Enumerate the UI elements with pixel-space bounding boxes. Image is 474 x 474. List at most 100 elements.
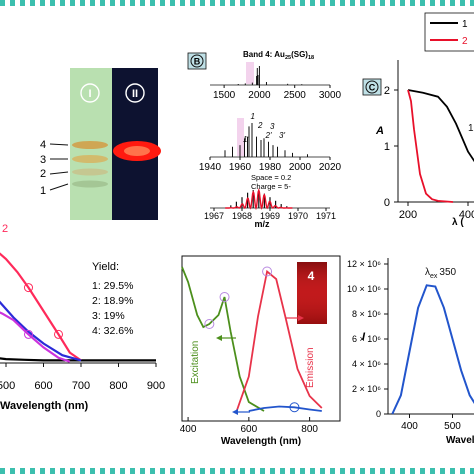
ms-mid-highlight bbox=[237, 118, 244, 156]
mass-spec-panel: B Band 4: Au25(SG)18 1500 2000 2500 3000 19… bbox=[187, 50, 342, 229]
pl-series-marker bbox=[289, 402, 300, 413]
pl-x-tick-label: 800 bbox=[301, 424, 318, 435]
int-x-label: Wavele bbox=[446, 435, 474, 446]
pl-series-excitation-line bbox=[181, 266, 265, 412]
pl-x-ticks: 400 600 800 bbox=[180, 417, 318, 435]
band-label-1: 1 bbox=[40, 185, 46, 197]
blue-arrowhead bbox=[232, 409, 238, 415]
c-x-tick-label: 200 bbox=[399, 209, 417, 221]
yield-title: Yield: bbox=[92, 261, 119, 273]
ms-mid-x-tick-label: 1980 bbox=[259, 162, 282, 173]
yield-item-3: 3: 19% bbox=[92, 310, 125, 322]
band-2-curve-label: 2 bbox=[2, 223, 8, 235]
c-legend-box bbox=[424, 12, 474, 52]
ms-mid-peak-labels: 1' 122'3 3' bbox=[243, 112, 285, 144]
int-y-tick-label: 0 bbox=[376, 409, 381, 419]
ms-mid-x-ticks: 1940 1960 1980 2000 2020 bbox=[199, 157, 342, 173]
pl-frame bbox=[181, 255, 341, 422]
gel-emission-core bbox=[124, 146, 150, 156]
ms-top-x-tick-label: 3000 bbox=[319, 90, 342, 101]
int-y-tick-label: 6 × 10⁶ bbox=[352, 334, 381, 344]
pl-x-tick-label: 400 bbox=[180, 424, 197, 435]
uv-x-tick-label: 500 bbox=[0, 380, 15, 392]
ms-top-x-tick-label: 1500 bbox=[213, 90, 236, 101]
ms-top-x-tick-label: 2500 bbox=[284, 90, 307, 101]
uv-series-4-marker bbox=[24, 329, 33, 339]
ms-spacing-annotation: Space = 0.2 bbox=[251, 173, 291, 182]
pl-series-marker bbox=[204, 319, 215, 329]
lane-2-marker bbox=[125, 83, 145, 103]
uv-x-tick-label: 800 bbox=[109, 380, 127, 392]
c-y-tick-label: 0 bbox=[384, 197, 390, 209]
gel-band-4 bbox=[72, 141, 108, 149]
ms-bottom-x-tick-label: 1970 bbox=[288, 211, 308, 221]
uv-series-1-line bbox=[0, 357, 156, 362]
ms-mid-x-tick-label: 1940 bbox=[199, 162, 222, 173]
emission-inset-glow bbox=[297, 262, 327, 324]
emission-arrowhead bbox=[298, 315, 304, 321]
panel-b-circle bbox=[190, 54, 204, 68]
gel-band-1 bbox=[72, 180, 108, 188]
int-x-tick-label: 400 bbox=[401, 421, 418, 432]
emission-inset-label: 4 bbox=[308, 269, 315, 283]
uv-vis-x-label: Wavelength (nm) bbox=[0, 400, 89, 412]
int-y-label: I bbox=[362, 331, 366, 343]
band-arrow-1 bbox=[49, 183, 69, 191]
yield-item-2: 2: 18.9% bbox=[92, 295, 133, 307]
ms-bottom-x-tick-label: 1971 bbox=[316, 211, 336, 221]
ms-mid-peak-label: 3' bbox=[279, 131, 285, 140]
c-curves bbox=[407, 89, 474, 203]
ms-x-label: m/z bbox=[254, 219, 270, 229]
uv-series-2-marker bbox=[54, 329, 63, 339]
int-y-tick-label: 4 × 10⁶ bbox=[352, 359, 381, 369]
excitation-arrowhead bbox=[216, 335, 222, 341]
ms-bottom-x-tick-label: 1967 bbox=[204, 211, 224, 221]
emission-label: Emission bbox=[305, 347, 316, 388]
pl-series-emission-line bbox=[235, 269, 323, 412]
int-curve bbox=[391, 284, 474, 415]
ms-mid-peak-label: 2' bbox=[265, 131, 272, 140]
ms-top-peaks bbox=[237, 66, 303, 85]
int-y-tick-label: 12 × 10⁶ bbox=[347, 259, 381, 269]
c-legend-label-1: 1 bbox=[462, 19, 468, 30]
int-x-tick-label: 500 bbox=[444, 421, 461, 432]
bottom-dashed-border bbox=[0, 468, 474, 474]
band-label-3: 3 bbox=[40, 154, 46, 166]
uv-x-tick-label: 700 bbox=[72, 380, 90, 392]
ms-mid-peak-label: 2 bbox=[257, 121, 263, 130]
ms-bottom-x-ticks: 1967 1968 1969 1970 1971 bbox=[204, 208, 336, 221]
ms-top-x-tick-label: 2000 bbox=[248, 90, 271, 101]
c-series-2-line bbox=[407, 89, 454, 203]
c-y-label: A bbox=[375, 125, 384, 137]
uv-vis-x-ticks: 500 600 700 800 900 bbox=[0, 363, 165, 392]
int-y-tick-label: 10 × 10⁶ bbox=[347, 284, 381, 294]
ms-mid-peak-label: 1 bbox=[251, 112, 255, 121]
top-dashed-border bbox=[0, 0, 474, 6]
uv-series-4-line bbox=[0, 311, 71, 363]
panel-b-label: B bbox=[194, 57, 201, 67]
band-label-2: 2 bbox=[40, 168, 46, 180]
lane-1-label: I bbox=[88, 88, 91, 100]
ms-isotope-envelope bbox=[225, 188, 293, 211]
uv-series-2-marker bbox=[24, 283, 33, 293]
lane-1-marker bbox=[80, 83, 100, 103]
uv-x-tick-label: 600 bbox=[34, 380, 52, 392]
pl-x-label: Wavelength (nm) bbox=[221, 436, 301, 447]
pl-series-marker bbox=[219, 292, 230, 302]
band-label-4: 4 bbox=[40, 139, 46, 151]
panel-c-label: C bbox=[369, 83, 376, 93]
c-series-1-line bbox=[407, 89, 474, 163]
ms-top-x-ticks: 1500 2000 2500 3000 bbox=[213, 85, 342, 101]
ms-mid-x-tick-label: 2000 bbox=[289, 162, 312, 173]
int-y-tick-label: 8 × 10⁶ bbox=[352, 309, 381, 319]
gel-panel: I II 4 3 2 1 bbox=[40, 68, 161, 220]
gel-band-2 bbox=[72, 168, 108, 176]
lambda-ex-label: λex 350 bbox=[425, 267, 457, 280]
ms-mid-peak-label: 1' bbox=[243, 135, 249, 144]
excitation-label: Excitation bbox=[190, 341, 201, 384]
ms-bottom-isotope bbox=[225, 188, 293, 211]
ms-title: Band 4: Au25(SG)18 bbox=[243, 50, 314, 61]
int-series-line bbox=[391, 284, 474, 415]
c-x-tick-label: 400 bbox=[459, 209, 474, 221]
